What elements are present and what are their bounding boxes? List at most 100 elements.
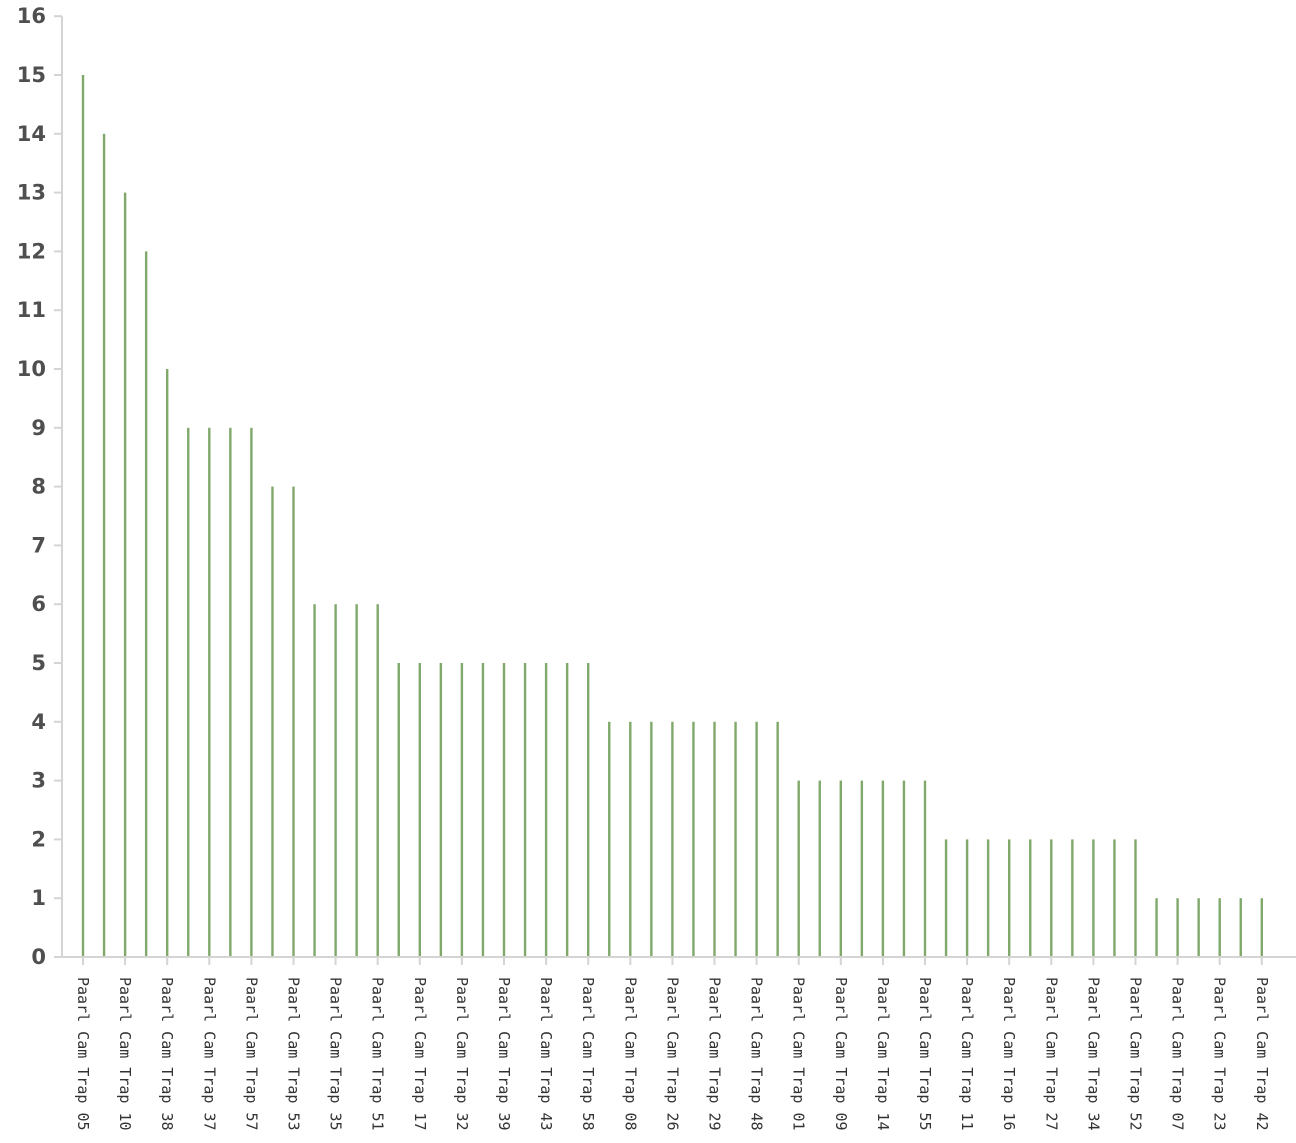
bar: [502, 663, 506, 957]
x-tick-label: Paarl Cam Trap 29: [706, 977, 724, 1131]
y-tick-label: 15: [17, 63, 46, 87]
bar: [818, 780, 821, 957]
bar: [229, 427, 232, 957]
x-tick-label: Paarl Cam Trap 11: [958, 977, 976, 1131]
y-tick-label: 9: [31, 416, 46, 440]
bar: [1239, 898, 1242, 957]
bar: [608, 721, 611, 957]
bar: [776, 721, 779, 957]
bar: [1113, 839, 1116, 957]
bar: [1008, 839, 1011, 957]
bar: [587, 663, 590, 957]
bar: [650, 721, 653, 957]
x-tick-label: Paarl Cam Trap 34: [1084, 977, 1102, 1131]
bar: [965, 839, 969, 957]
x-tick-label: Paarl Cam Trap 43: [537, 977, 555, 1131]
bar: [523, 663, 527, 957]
bars-group: [81, 75, 1263, 958]
bar: [418, 663, 421, 957]
x-tick-label: Paarl Cam Trap 42: [1253, 977, 1271, 1131]
y-tick-label: 10: [17, 357, 46, 381]
bar: [797, 780, 800, 957]
x-tick-label: Paarl Cam Trap 17: [411, 977, 429, 1131]
x-tick-label: Paarl Cam Trap 53: [285, 977, 303, 1131]
bar: [860, 780, 864, 957]
bar: [1092, 839, 1095, 957]
x-tick-label: Paarl Cam Trap 05: [74, 977, 92, 1131]
x-tick-label: Paarl Cam Trap 51: [369, 977, 387, 1131]
x-tick-label: Paarl Cam Trap 37: [200, 977, 218, 1131]
bar: [123, 192, 127, 958]
bar: [460, 663, 464, 957]
bar: [671, 721, 674, 957]
x-tick-label: Paarl Cam Trap 38: [158, 977, 176, 1131]
y-tick-label: 8: [31, 475, 46, 499]
bar: [1134, 839, 1137, 957]
bar: [144, 251, 148, 957]
x-tick-label: Paarl Cam Trap 08: [621, 977, 639, 1131]
x-tick-label: Paarl Cam Trap 14: [874, 977, 892, 1131]
bar: [187, 427, 190, 957]
x-tick-label: Paarl Cam Trap 01: [790, 977, 808, 1131]
x-tick-label: Paarl Cam Trap 26: [663, 977, 681, 1131]
bar: [102, 133, 106, 958]
bar: [1218, 898, 1221, 957]
bar: [734, 721, 737, 957]
y-tick-label: 6: [31, 592, 46, 616]
y-tick-label: 3: [31, 769, 46, 793]
y-tick-label: 7: [31, 533, 46, 557]
x-tick-label: Paarl Cam Trap 16: [1000, 977, 1018, 1131]
bar: [944, 839, 948, 957]
bar: [923, 780, 927, 957]
x-tick-label: Paarl Cam Trap 23: [1211, 977, 1229, 1131]
bar: [713, 721, 716, 957]
x-tick-label: Paarl Cam Trap 35: [327, 977, 345, 1131]
y-tick-label: 11: [17, 298, 46, 322]
bar: [439, 663, 443, 957]
bar: [1155, 898, 1158, 957]
bar: [313, 604, 316, 957]
bar: [271, 486, 274, 957]
bar: [81, 75, 85, 957]
bar: [1260, 898, 1263, 957]
x-axis-ticks: Paarl Cam Trap 05 Paarl Cam Trap 10 Paarl …: [74, 957, 1271, 1131]
bar: [1071, 839, 1074, 957]
bar: [629, 721, 632, 957]
y-tick-label: 2: [31, 827, 46, 851]
x-tick-label: Paarl Cam Trap 27: [1042, 977, 1060, 1131]
bar: [881, 780, 885, 957]
bar: [692, 721, 695, 957]
y-tick-label: 12: [17, 239, 46, 263]
x-tick-label: Paarl Cam Trap 57: [242, 977, 260, 1131]
x-tick-label: Paarl Cam Trap 48: [748, 977, 766, 1131]
y-tick-label: 0: [31, 945, 46, 969]
x-tick-label: Paarl Cam Trap 55: [916, 977, 934, 1131]
bar: [334, 604, 337, 957]
bar: [1176, 898, 1179, 957]
bar: [902, 780, 906, 957]
bar: [250, 427, 253, 957]
bar: [376, 604, 379, 957]
bar: [355, 604, 358, 957]
x-tick-label: Paarl Cam Trap 52: [1127, 977, 1145, 1131]
y-tick-label: 4: [31, 710, 46, 734]
bar: [1029, 839, 1032, 957]
y-tick-label: 16: [17, 4, 46, 28]
bar: [1050, 839, 1053, 957]
bar: [166, 369, 169, 957]
bar: [1197, 898, 1200, 957]
x-tick-label: Paarl Cam Trap 10: [116, 977, 134, 1131]
x-tick-label: Paarl Cam Trap 07: [1169, 977, 1187, 1131]
bar: [481, 663, 485, 957]
x-tick-label: Paarl Cam Trap 39: [495, 977, 513, 1131]
bar: [544, 663, 548, 957]
bar: [986, 839, 990, 957]
bar: [397, 663, 400, 957]
y-tick-label: 14: [17, 122, 46, 146]
bar: [839, 780, 842, 957]
x-tick-label: Paarl Cam Trap 32: [453, 977, 471, 1131]
y-tick-label: 13: [17, 181, 46, 205]
y-tick-label: 1: [31, 886, 46, 910]
